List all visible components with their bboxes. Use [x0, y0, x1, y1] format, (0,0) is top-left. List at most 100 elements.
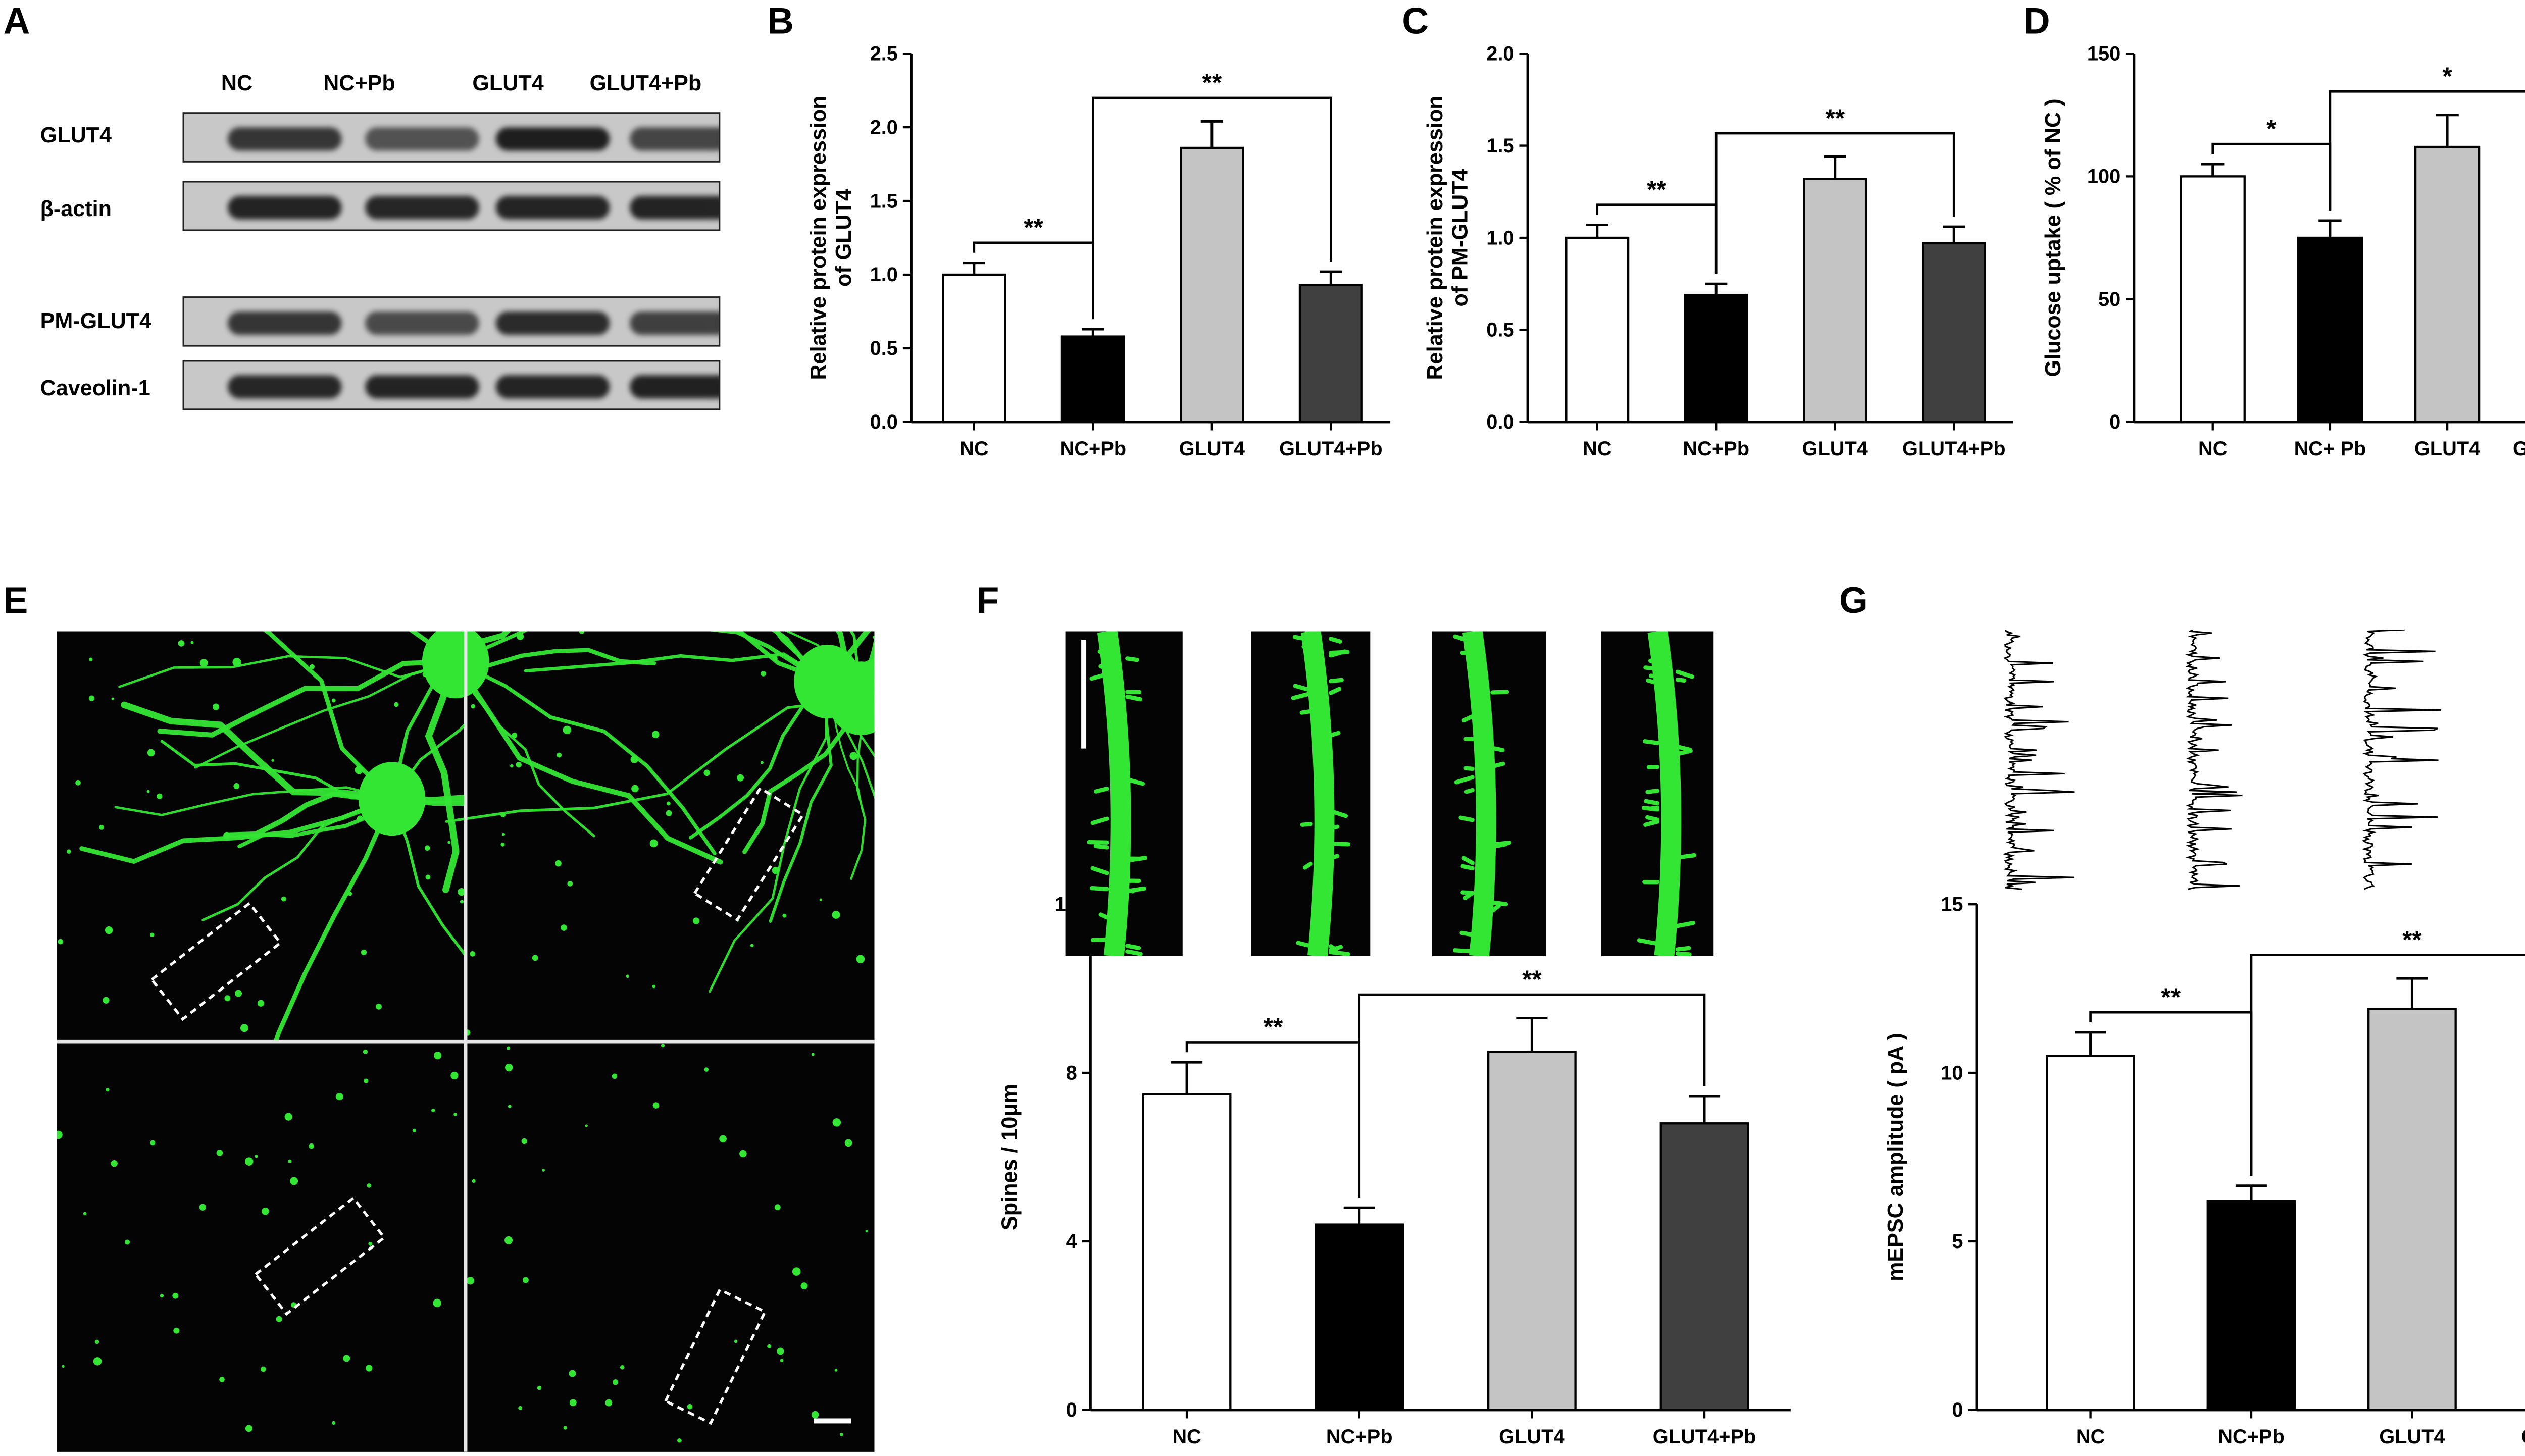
- puncta: [692, 917, 700, 924]
- puncta: [792, 1267, 801, 1276]
- micrograph-quadrant: [464, 631, 875, 1042]
- puncta: [190, 641, 194, 644]
- spine: [1675, 853, 1697, 860]
- puncta: [737, 774, 744, 782]
- puncta: [612, 1073, 618, 1079]
- spine: [1125, 777, 1145, 786]
- y-tick-label: 1.5: [1486, 135, 1514, 157]
- dendrite: [453, 631, 528, 663]
- dendrite: [709, 680, 829, 993]
- significance-bracket: [1091, 96, 1332, 320]
- dendrite: [118, 655, 457, 688]
- blot-row-label: PM-GLUT4: [40, 308, 152, 334]
- y-tick-label: 2.5: [870, 42, 898, 65]
- bar: [2206, 1200, 2296, 1412]
- soma: [827, 661, 875, 736]
- roi-box: [149, 901, 282, 1021]
- bar: [2367, 1008, 2457, 1412]
- puncta: [760, 761, 764, 764]
- spine: [1299, 709, 1313, 715]
- blot-band: [365, 127, 479, 151]
- x-tick-label: NC: [1172, 1426, 1201, 1448]
- significance-label: **: [1522, 965, 1542, 994]
- x-tick-label: NC: [960, 438, 988, 460]
- puncta: [703, 769, 711, 776]
- lane-label: NC+Pb: [323, 70, 395, 96]
- blot-band: [228, 311, 342, 335]
- significance-label: **: [1024, 214, 1043, 242]
- puncta: [172, 1292, 179, 1299]
- bar-chart-glucose-uptake: 0 50 100 150 Glucose uptake ( % of NC ) NC NC+…: [2041, 42, 2525, 460]
- lane-label: GLUT4+Pb: [589, 70, 702, 96]
- puncta: [103, 997, 110, 1004]
- spine: [1675, 744, 1692, 752]
- puncta: [355, 765, 364, 774]
- trace-line: [2002, 630, 2075, 890]
- puncta: [782, 913, 787, 918]
- x-tick-label: NC+Pb: [1326, 1426, 1393, 1448]
- dendrite: [453, 659, 723, 865]
- micrograph-background: [57, 1042, 466, 1452]
- puncta: [223, 831, 231, 839]
- puncta: [99, 824, 104, 830]
- puncta: [219, 1377, 225, 1382]
- bar-chart-spines: 04812Spines / 10μmNCNC+PbGLUT4GLUT4+Pb**…: [997, 893, 1791, 1448]
- bar: [1298, 284, 1363, 424]
- spine: [1087, 840, 1109, 845]
- bar-chart-glut4: 0.0 0.5 1.0 1.5 2.0 2.5 Relative protein expre…: [806, 42, 1391, 460]
- spine: [1097, 649, 1109, 658]
- micrograph-quadrant: [57, 631, 641, 1161]
- x-tick-label: GLUT4: [1499, 1426, 1564, 1448]
- dendrite: [201, 797, 393, 921]
- spine: [1329, 637, 1342, 644]
- puncta: [844, 1139, 852, 1147]
- spine: [1098, 912, 1109, 920]
- blot-row-label: β-actin: [40, 196, 112, 221]
- spine: [1329, 809, 1348, 818]
- bar: [2180, 175, 2246, 424]
- puncta: [734, 1339, 738, 1343]
- dendrite: [114, 786, 393, 816]
- puncta: [516, 762, 522, 768]
- puncta: [561, 924, 567, 931]
- puncta: [800, 1282, 808, 1290]
- trace-line: [2361, 630, 2441, 890]
- spine: [1452, 948, 1475, 954]
- x-tick-label: GLUT4+Pb: [2521, 1426, 2525, 1448]
- puncta: [343, 1355, 350, 1362]
- puncta: [840, 1432, 843, 1436]
- puncta: [504, 1236, 513, 1244]
- x-tick-label: GLUT4+Pb: [1279, 438, 1383, 460]
- spine: [1090, 866, 1109, 875]
- puncta: [255, 1155, 258, 1158]
- puncta: [500, 842, 505, 847]
- dendrite: [785, 631, 863, 700]
- blot-band: [228, 375, 342, 399]
- spine: [1675, 669, 1694, 679]
- puncta: [872, 636, 875, 639]
- puncta: [125, 1239, 130, 1245]
- panel-label-g: G: [1839, 579, 1868, 621]
- puncta: [687, 1403, 693, 1410]
- puncta: [431, 1108, 435, 1113]
- x-tick-label: GLUT4+Pb: [1902, 438, 2006, 460]
- mepsc-trace-nc-pb: [2164, 630, 2265, 898]
- puncta: [532, 955, 538, 961]
- spine: [1490, 842, 1508, 849]
- spine: [1454, 775, 1475, 785]
- spine: [1464, 788, 1475, 794]
- puncta: [849, 752, 858, 760]
- puncta: [199, 1204, 206, 1211]
- puncta: [613, 1379, 619, 1385]
- bar: [1659, 1122, 1749, 1412]
- y-axis-label: Glucose uptake ( % of NC ): [2041, 99, 2065, 377]
- spine: [1644, 799, 1660, 806]
- dendrite: [157, 659, 459, 738]
- puncta: [865, 1229, 868, 1233]
- blot-band: [630, 311, 719, 335]
- y-tick-label: 8: [1066, 1062, 1077, 1084]
- puncta: [522, 1277, 529, 1283]
- dendrite: [824, 631, 871, 685]
- soma: [422, 631, 489, 699]
- puncta: [235, 990, 242, 997]
